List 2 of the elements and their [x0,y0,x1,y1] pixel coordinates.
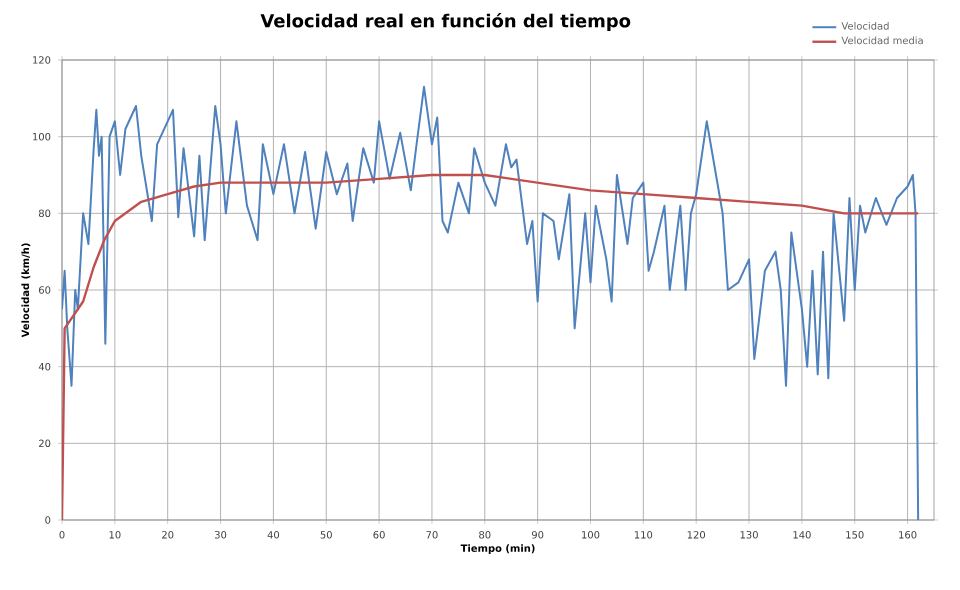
chart-title: Velocidad real en función del tiempo [260,12,631,31]
line-series [62,85,920,520]
